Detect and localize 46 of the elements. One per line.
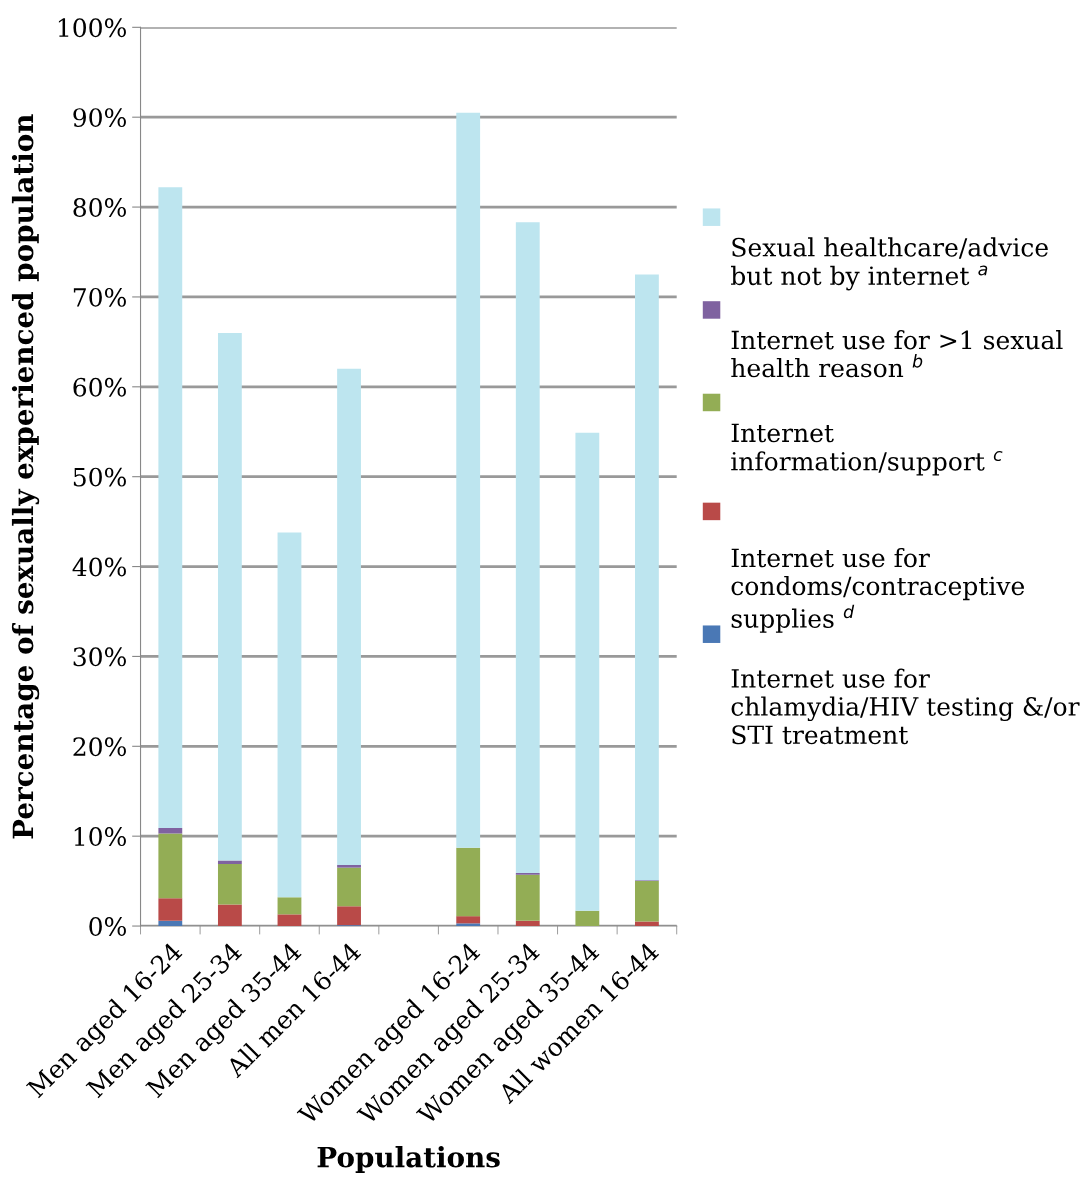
bar	[575, 432, 600, 911]
bar	[337, 867, 361, 907]
y-tick-label: 20%	[73, 737, 126, 757]
y-tick-label: 90%	[73, 108, 126, 128]
bar	[217, 864, 242, 905]
bar	[515, 222, 540, 874]
bar	[456, 847, 481, 917]
y-tick-label: 30%	[73, 647, 126, 667]
y-axis-title: Percentage of sexually experienced population	[11, 114, 40, 839]
bar	[337, 368, 361, 865]
bar	[456, 923, 481, 927]
bar	[158, 187, 183, 829]
bar	[635, 921, 659, 927]
y-tick-label: 50%	[73, 467, 126, 487]
bar	[158, 898, 183, 921]
bar	[217, 904, 242, 927]
bar	[635, 881, 659, 922]
bar	[456, 112, 481, 848]
bar	[217, 332, 242, 861]
bar	[158, 828, 183, 834]
legend-label: Sexual healthcare/advice but not by internet $^{a}$	[731, 237, 1048, 291]
bar	[635, 274, 659, 881]
bar	[337, 906, 361, 926]
legend-label: Internet use for condoms/contraceptive supplies $^{d}$	[731, 547, 1025, 633]
bar	[515, 874, 540, 921]
bar	[158, 833, 183, 899]
bar	[158, 920, 183, 927]
bar	[277, 897, 302, 915]
legend-label: Internet information/support $^{c}$	[731, 423, 1003, 476]
bar	[337, 864, 361, 868]
y-tick-label: 10%	[74, 827, 126, 847]
bar	[217, 860, 242, 865]
y-tick-label: 0%	[89, 916, 126, 936]
legend-label: Internet use for >1 sexual health reason $^{b}$	[731, 330, 1063, 378]
bar	[515, 920, 540, 927]
y-tick-label: 80%	[73, 198, 126, 217]
bar	[575, 910, 600, 927]
bar	[456, 916, 481, 924]
legend-label: Internet use for chlamydia/HIV testing &/or STI treatment	[731, 668, 1080, 745]
y-tick-label: 40%	[72, 557, 126, 577]
bar	[277, 914, 302, 927]
y-tick-label: 60%	[73, 377, 126, 397]
y-tick-label: 70%	[73, 287, 126, 307]
x-axis-title: Populations	[317, 1146, 500, 1173]
bar	[277, 532, 302, 898]
y-tick-label: 100%	[58, 18, 126, 38]
